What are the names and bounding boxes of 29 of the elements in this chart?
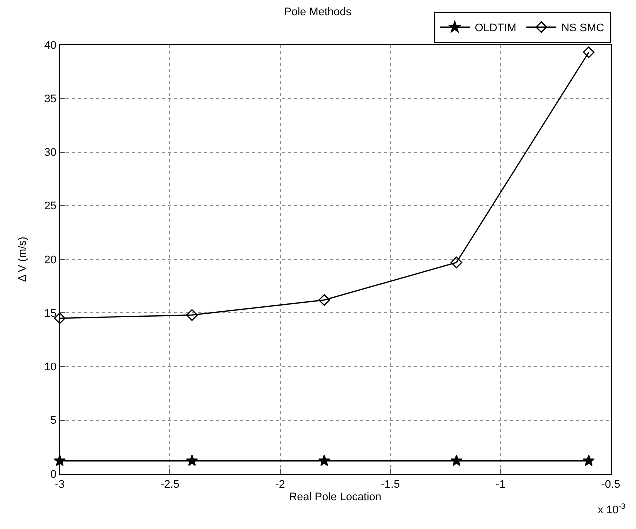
y-tick-label: 30 — [44, 147, 57, 160]
y-tick-label: 25 — [44, 200, 57, 213]
point — [186, 454, 198, 466]
y-axis-title: Δ V (m/s) — [17, 236, 30, 282]
y-tick-label: 20 — [44, 254, 57, 266]
y-tick-label: 0 — [50, 468, 57, 481]
y-tick-label: 15 — [44, 308, 57, 320]
y-tick-label: 35 — [44, 93, 57, 106]
point — [450, 454, 463, 466]
x-tick-label: -1.5 — [381, 479, 400, 492]
point — [318, 294, 330, 306]
legend-label: NS SMC — [562, 22, 604, 35]
y-tick-label: 40 — [44, 40, 57, 52]
x-tick-label: -1 — [496, 479, 506, 492]
point — [186, 309, 198, 322]
text: x 10$^{-3}$ — [598, 502, 626, 517]
point — [318, 454, 330, 466]
point — [450, 256, 463, 269]
chart-title: Pole Methods — [284, 6, 352, 19]
x-tick-label: -2.5 — [160, 479, 180, 492]
x-tick-label: -3 — [55, 479, 65, 492]
x-tick-label: -2 — [276, 479, 286, 492]
x-axis-title: Real Pole Location — [289, 491, 382, 504]
point — [583, 46, 595, 58]
point — [583, 454, 595, 466]
y-tick-label: 5 — [50, 415, 57, 428]
legend-label: OLDTIM — [475, 22, 517, 35]
y-tick-label: 10 — [44, 362, 57, 374]
x-tick-label: -0.5 — [602, 479, 620, 492]
